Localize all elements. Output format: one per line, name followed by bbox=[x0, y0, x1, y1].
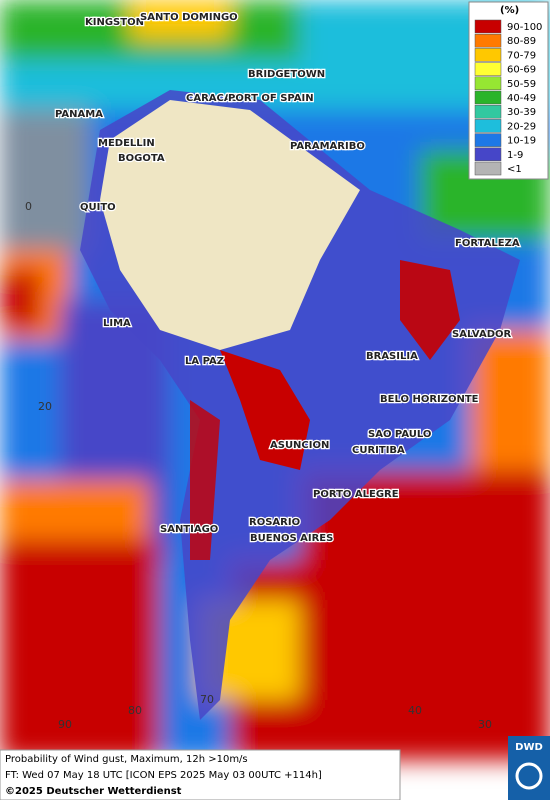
legend-swatch bbox=[474, 133, 502, 147]
latitude-label: 0 bbox=[25, 200, 32, 213]
legend-label: 50-59 bbox=[507, 79, 536, 90]
city-label: BOGOTA bbox=[118, 153, 165, 164]
legend-swatch bbox=[474, 76, 502, 91]
longitude-label: 40 bbox=[408, 704, 422, 717]
legend-label: 30-39 bbox=[507, 107, 536, 118]
legend-label: 1-9 bbox=[507, 150, 523, 161]
legend-swatch bbox=[474, 104, 502, 119]
city-label: PANAMA bbox=[55, 109, 103, 120]
longitude-label: 90 bbox=[58, 718, 72, 731]
city-label: LA PAZ bbox=[185, 356, 224, 367]
legend-label: <1 bbox=[507, 164, 522, 175]
legend-swatch bbox=[474, 119, 502, 133]
city-label: BRASILIA bbox=[366, 351, 418, 362]
legend-swatch bbox=[474, 33, 502, 48]
high-probability-area bbox=[220, 350, 310, 470]
city-label: LIMA bbox=[103, 318, 131, 329]
legend: (%) 90-100 80-89 70-79 60-69 50-59 40-49 30-39… bbox=[468, 1, 549, 180]
city-label: SAO PAULO bbox=[368, 429, 431, 440]
city-label: PARAMARIBO bbox=[290, 141, 365, 152]
city-label: ROSARIO bbox=[249, 517, 300, 528]
city-label: BELO HORIZONTE bbox=[380, 394, 479, 405]
legend-title: (%) bbox=[500, 5, 519, 16]
legend-label: 40-49 bbox=[507, 93, 536, 104]
city-label: BRIDGETOWN bbox=[248, 69, 325, 80]
legend-label: 20-29 bbox=[507, 121, 536, 132]
city-label: BUENOS AIRES bbox=[250, 533, 333, 544]
city-label: SALVADOR bbox=[452, 329, 512, 340]
city-label: MEDELLIN bbox=[98, 138, 155, 149]
footer-text: FT: Wed 07 May 18 UTC [ICON EPS 2025 May… bbox=[5, 770, 322, 781]
city-label: PORT OF SPAIN bbox=[228, 93, 314, 104]
legend-swatch bbox=[474, 19, 502, 34]
city-label: ASUNCION bbox=[270, 440, 329, 451]
longitude-label: 80 bbox=[128, 704, 142, 717]
legend-label: 90-100 bbox=[507, 22, 542, 33]
legend-swatch bbox=[474, 147, 502, 162]
latitude-label: 20 bbox=[38, 400, 52, 413]
high-probability-area bbox=[400, 260, 460, 360]
city-label: QUITO bbox=[80, 202, 116, 213]
logo-icon bbox=[515, 762, 543, 790]
city-label: PORTO ALEGRE bbox=[313, 489, 399, 500]
footer-text: Probability of Wind gust, Maximum, 12h >… bbox=[5, 754, 248, 765]
high-probability-area bbox=[190, 400, 220, 560]
low-probability-area bbox=[100, 100, 360, 350]
legend-label: 60-69 bbox=[507, 65, 536, 76]
legend-swatch bbox=[474, 62, 502, 76]
longitude-label: 30 bbox=[478, 718, 492, 731]
legend-swatch bbox=[474, 161, 502, 176]
city-label: FORTALEZA bbox=[455, 238, 520, 249]
city-label: KINGSTON bbox=[85, 17, 144, 28]
legend-label: 80-89 bbox=[507, 36, 536, 47]
legend-label: 10-19 bbox=[507, 136, 536, 147]
footer-text: ©2025 Deutscher Wetterdienst bbox=[5, 786, 182, 797]
legend-label: 70-79 bbox=[507, 50, 536, 61]
legend-swatch bbox=[474, 48, 502, 62]
footer-box bbox=[0, 749, 401, 801]
city-label: CURITIBA bbox=[352, 445, 405, 456]
legend-swatch bbox=[474, 90, 502, 105]
city-label: SANTO DOMINGO bbox=[140, 12, 238, 23]
city-label: CARACAS bbox=[186, 93, 239, 104]
longitude-label: 70 bbox=[200, 693, 214, 706]
logo-text: DWD bbox=[515, 742, 543, 753]
city-label: SANTIAGO bbox=[160, 524, 218, 535]
